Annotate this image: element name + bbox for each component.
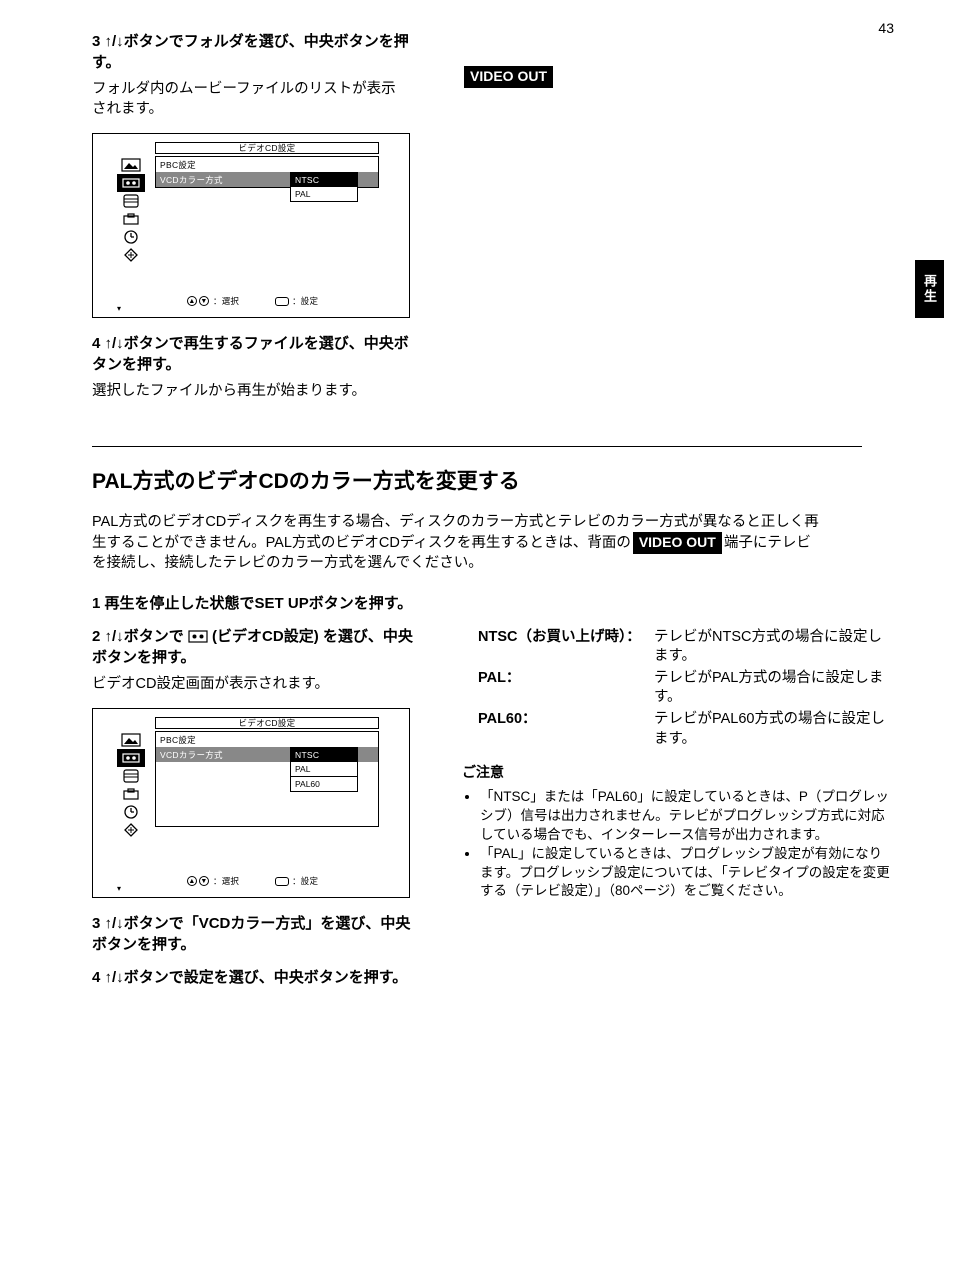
step4-body: 選択したファイルから再生が始まります。: [92, 382, 402, 402]
clock-icon: [117, 228, 145, 246]
up-down-arrow-icon: ↑/↓: [105, 335, 124, 352]
right-column-2: NTSC（お買い上げ時）：テレビがNTSC方式の場合に設定します。 PAL：テレ…: [462, 592, 894, 996]
options-list: NTSC（お買い上げ時）：テレビがNTSC方式の場合に設定します。 PAL：テレ…: [478, 628, 894, 749]
page-number: 43: [878, 20, 894, 36]
case-icon: [117, 210, 145, 228]
left-column-2: 1 再生を停止した状態でSET UPボタンを押す。 2 ↑/↓ボタンで (ビデオ…: [92, 592, 422, 996]
screen-color-row-pbc[interactable]: PBC設定: [156, 732, 378, 747]
option-pal: PAL：テレビがPAL方式の場合に設定します。: [478, 669, 894, 708]
screen3-row-pbc[interactable]: PBC設定: [156, 157, 378, 172]
video-out-label-inline: VIDEO OUT: [633, 532, 722, 554]
diamond-icon: [117, 821, 145, 839]
screen-color-title: ビデオCD設定: [155, 717, 379, 729]
disc-icon: [117, 192, 145, 210]
clock-icon: [117, 803, 145, 821]
diamond-icon: [117, 246, 145, 264]
section-color-body: PAL方式のビデオCDディスクを再生する場合、ディスクのカラー方式とテレビのカラ…: [92, 513, 822, 574]
case-icon: [117, 785, 145, 803]
image-icon: [117, 156, 145, 174]
screen3-row-vcd[interactable]: VCDカラー方式 NTSC: [156, 172, 378, 187]
screen3: ビデオCD設定 PBC設定 VCDカラー方式 NTSC PAL: [92, 133, 410, 318]
screen3-title: ビデオCD設定: [155, 142, 379, 154]
screen-color-icon-column: [117, 731, 153, 839]
screen-color-vcd-pal[interactable]: PAL: [290, 762, 358, 777]
screen-color-menu: PBC設定 VCDカラー方式 NTSC PAL PAL60: [155, 731, 379, 827]
color-step2-heading: 2 ↑/↓ボタンで (ビデオCD設定) を選び、中央ボタンを押す。: [92, 625, 422, 667]
section-color-title: PAL方式のビデオCDのカラー方式を変更する: [92, 465, 894, 495]
scroll-arrow-icon: ▾: [117, 884, 121, 893]
down-icon: ▼: [199, 296, 209, 306]
option-pal60: PAL60：テレビがPAL60方式の場合に設定します。: [478, 710, 894, 749]
up-icon: ▲: [187, 876, 197, 886]
tape-icon: [188, 630, 208, 643]
scroll-arrow-icon: ▾: [117, 304, 121, 313]
screen-color-vcd-pal60[interactable]: PAL60: [290, 777, 358, 792]
disc-icon: [117, 767, 145, 785]
tape-icon: [117, 749, 145, 767]
color-step3-heading: 3 ↑/↓ボタンで「VCDカラー方式」を選び、中央ボタンを押す。: [92, 912, 422, 954]
color-step4-heading: 4 ↑/↓ボタンで設定を選び、中央ボタンを押す。: [92, 966, 422, 987]
step3-body: フォルダ内のムービーファイルのリストが表示されます。: [92, 80, 402, 119]
sidebar-tab: 再生: [915, 260, 944, 318]
screen-color-bottom: ▲▼ ：選択 ：設定: [93, 875, 409, 887]
screen3-menu: PBC設定 VCDカラー方式 NTSC PAL: [155, 156, 379, 188]
step3-heading: 3 ↑/↓ボタンでフォルダを選び、中央ボタンを押す。: [92, 30, 422, 72]
left-column: 3 ↑/↓ボタンでフォルダを選び、中央ボタンを押す。 フォルダ内のムービーファイ…: [92, 30, 422, 416]
up-down-arrow-icon: ↑/↓: [105, 915, 124, 932]
screen3-vcd-value-ntsc[interactable]: NTSC: [290, 172, 358, 187]
center-button-icon: [275, 297, 289, 306]
note-2: 「PAL」に設定しているときは、プログレッシブ設定が有効になります。プログレッシ…: [480, 845, 894, 902]
screen-color-row-vcd[interactable]: VCDカラー方式 NTSC: [156, 747, 378, 762]
screen-color: ビデオCD設定 PBC設定 VCDカラー方式 NTSC PAL: [92, 708, 410, 898]
screen3-icon-column: [117, 156, 153, 264]
screen-color-vcd-ntsc[interactable]: NTSC: [290, 747, 358, 762]
up-down-arrow-icon: ↑/↓: [105, 628, 124, 645]
image-icon: [117, 731, 145, 749]
color-step1-heading: 1 再生を停止した状態でSET UPボタンを押す。: [92, 592, 422, 613]
step4-heading: 4 ↑/↓ボタンで再生するファイルを選び、中央ボタンを押す。: [92, 332, 422, 374]
up-icon: ▲: [187, 296, 197, 306]
notes-heading: ご注意: [462, 763, 894, 782]
screen3-vcd-value-pal[interactable]: PAL: [290, 187, 358, 202]
video-out-label: VIDEO OUT: [464, 66, 553, 88]
option-ntsc: NTSC（お買い上げ時）：テレビがNTSC方式の場合に設定します。: [478, 628, 894, 667]
center-button-icon: [275, 877, 289, 886]
color-step2-body: ビデオCD設定画面が表示されます。: [92, 675, 402, 695]
right-column-top: VIDEO OUT: [462, 30, 894, 416]
tape-icon: [117, 174, 145, 192]
notes-list: 「NTSC」または「PAL60」に設定しているときは、P（プログレッシブ）信号は…: [480, 788, 894, 901]
note-1: 「NTSC」または「PAL60」に設定しているときは、P（プログレッシブ）信号は…: [480, 788, 894, 845]
up-down-arrow-icon: ↑/↓: [105, 969, 124, 986]
screen3-bottom: ▲▼ ：選択 ：設定: [93, 295, 409, 307]
up-down-arrow-icon: ↑/↓: [105, 33, 124, 50]
section-rule: [92, 446, 862, 447]
down-icon: ▼: [199, 876, 209, 886]
